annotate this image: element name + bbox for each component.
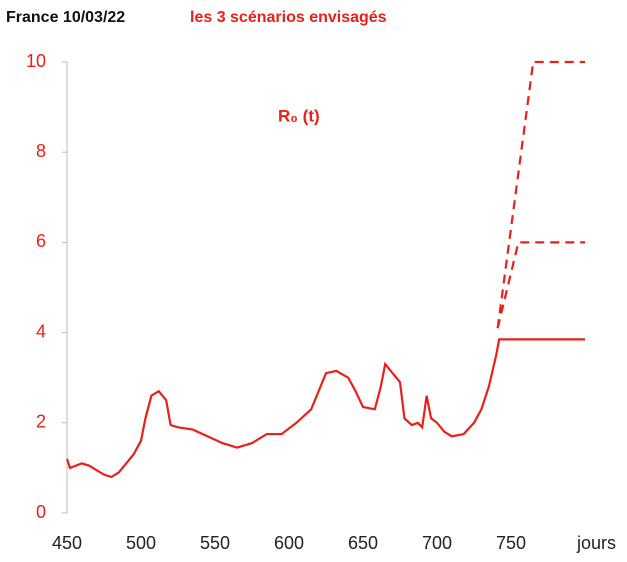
y-tick-label: 4 [36,321,46,341]
x-tick-label: 450 [52,533,82,553]
y-tick-label: 8 [36,141,46,161]
x-tick-label: 500 [126,533,156,553]
line [65,338,585,479]
y-tick-label: 0 [36,502,46,522]
line [496,60,585,329]
x-tick-label: 550 [200,533,230,553]
chart-subtitle: les 3 scénarios envisagés [190,9,387,26]
y-tick-label: 6 [36,231,46,251]
x-tick-label: 650 [348,533,378,553]
y-tick-label: 10 [26,51,46,71]
y-tick-label: 2 [36,412,46,432]
annotation: R₀ (t) [278,106,320,125]
chart-title: France 10/03/22 [6,9,125,26]
x-tick-label: 700 [422,533,452,553]
line [496,241,585,329]
x-tick-label: 600 [274,533,304,553]
x-tick-label: 750 [496,533,526,553]
x-axis-label: jours [576,533,616,553]
